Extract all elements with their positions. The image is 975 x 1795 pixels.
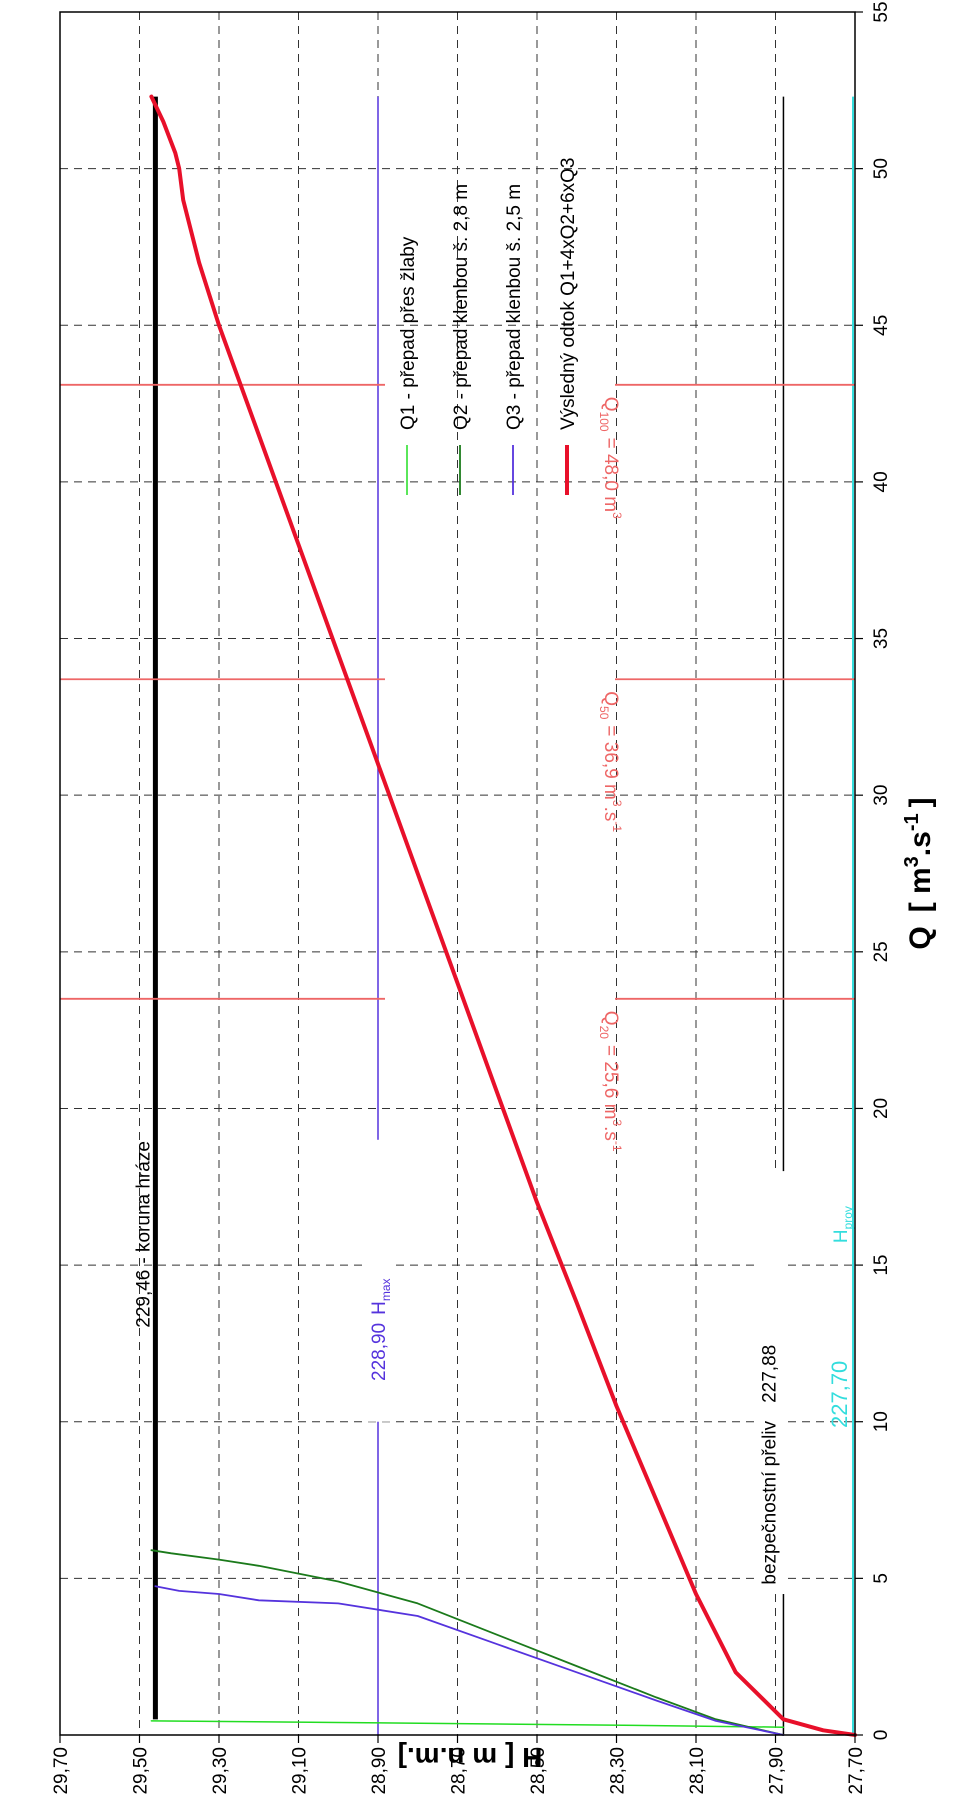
h-tick-label: 229,50: [131, 1747, 152, 1795]
crest-level-value: 229,46: [133, 1270, 154, 1328]
design-discharge-q: Q: [600, 1011, 621, 1026]
hmax-label-bg: [366, 1139, 390, 1422]
design-discharge-value: = 48,0 m: [600, 438, 621, 512]
q-tick-label: 55: [871, 1, 892, 22]
h-tick-label: 229,70: [51, 1747, 72, 1795]
q-tick-label: 45: [871, 315, 892, 336]
design-discharge-label: Q20 = 25,6 m3.s-1: [597, 1011, 624, 1152]
q-axis-label: Q [ m3.s-1]: [901, 797, 937, 949]
design-discharge-tail: .s: [600, 807, 621, 822]
h-tick-label: 228,70: [449, 1747, 470, 1795]
q-tick-label: 20: [871, 1098, 892, 1119]
q-tick-label: 25: [871, 941, 892, 962]
hmax-value: 228,90: [369, 1323, 390, 1381]
spillway-label-bg: [757, 1171, 788, 1595]
axes: 227,70 227,90 228,10 228,30 228,50 228,70 228,…: [51, 1, 937, 1795]
series-line-3: [154, 1585, 785, 1736]
h-tick-label: 229,30: [210, 1747, 231, 1795]
design-discharge-value: = 25,6 m: [600, 1045, 621, 1119]
operating-level-subscript: prov: [841, 1206, 855, 1229]
q-tick-label: 5: [871, 1573, 892, 1584]
operating-level-symbol: Hprov: [831, 1206, 855, 1243]
q-axis-symbol: Q: [904, 926, 937, 949]
q-axis-end: ]: [904, 797, 937, 807]
design-discharge-q: Q: [600, 397, 621, 412]
design-discharge-sub: 50: [597, 706, 611, 720]
reference-levels: 229,46 - koruna hráze 228,90 Hmax bezpečnost…: [133, 96, 855, 1735]
legend: Q1 - přepad přes žlaby Q2 - přepad klenbo…: [398, 158, 579, 495]
design-discharge-sub: 100: [597, 412, 611, 432]
h-axis-label: H [ m n.m.]: [398, 1742, 543, 1773]
spillway-label: bezpečnostní přeliv 227,88: [759, 1345, 780, 1585]
design-discharge-label: Q100 = 48,0 m3: [597, 397, 624, 519]
h-tick-label: 227,90: [767, 1747, 788, 1795]
q-tick-label: 30: [871, 785, 892, 806]
h-tick-label: 228,10: [687, 1747, 708, 1795]
design-discharge-sup: 3: [610, 512, 624, 519]
h-tick-label: 229,10: [290, 1747, 311, 1795]
q-tick-label: 35: [871, 628, 892, 649]
h-tick-label: 228,90: [369, 1747, 390, 1795]
q-tick-label: 50: [871, 158, 892, 179]
series-group: [149, 94, 857, 1737]
q-tick-label: 10: [871, 1411, 892, 1432]
q-tick-label: 15: [871, 1255, 892, 1276]
crest-level-text: - koruna hráze: [133, 1141, 154, 1264]
q-axis-mid: .s: [904, 831, 937, 856]
design-discharge-value: = 36,9 m: [600, 725, 621, 799]
h-tick-label: 228,30: [608, 1747, 629, 1795]
q-axis-unit: [ m: [904, 867, 937, 912]
operating-level-value: 227,70: [827, 1361, 852, 1428]
h-tick-label: 228,50: [528, 1747, 549, 1795]
hmax-subscript: max: [379, 1278, 393, 1301]
q-axis-sup1: 3: [901, 856, 923, 867]
design-discharge-label: Q50 = 36,9 m3.s-1: [597, 691, 624, 832]
hmax-symbol: H: [369, 1301, 390, 1315]
design-discharge-sup: 3: [610, 1119, 624, 1126]
design-discharge-sup: 3: [610, 800, 624, 807]
legend-label-4: Výsledný odtok Q1+4xQ2+6xQ3: [558, 158, 579, 431]
design-discharge-q: Q: [600, 691, 621, 706]
spillway-text: bezpečnostní přeliv: [759, 1420, 780, 1584]
spillway-value: 227,88: [759, 1345, 780, 1403]
legend-label-2: Q2 - přepad klenbou š. 2,8 m: [451, 184, 472, 430]
series-line-1: [150, 1720, 785, 1728]
design-discharge-sub: 20: [597, 1026, 611, 1040]
crest-level-label: 229,46 - koruna hráze: [133, 1141, 154, 1328]
design-discharge-sup2: -1: [610, 1141, 624, 1152]
legend-label-3: Q3 - přepad klenbou š. 2,5 m: [504, 184, 525, 430]
design-discharge-sup2: -1: [610, 821, 624, 832]
series-line-2: [150, 1549, 785, 1736]
series-line-4: [149, 94, 857, 1737]
q-tick-label: 0: [871, 1730, 892, 1741]
operating-level-h: H: [831, 1229, 852, 1243]
legend-background: [385, 25, 630, 495]
hmax-label: 228,90 Hmax: [369, 1278, 393, 1381]
h-tick-label: 227,70: [846, 1747, 867, 1795]
design-discharge-tail: .s: [600, 1126, 621, 1141]
q-tick-label: 40: [871, 471, 892, 492]
legend-label-1: Q1 - přepad přes žlaby: [398, 236, 419, 430]
q-axis-sup2: -1: [901, 813, 923, 831]
